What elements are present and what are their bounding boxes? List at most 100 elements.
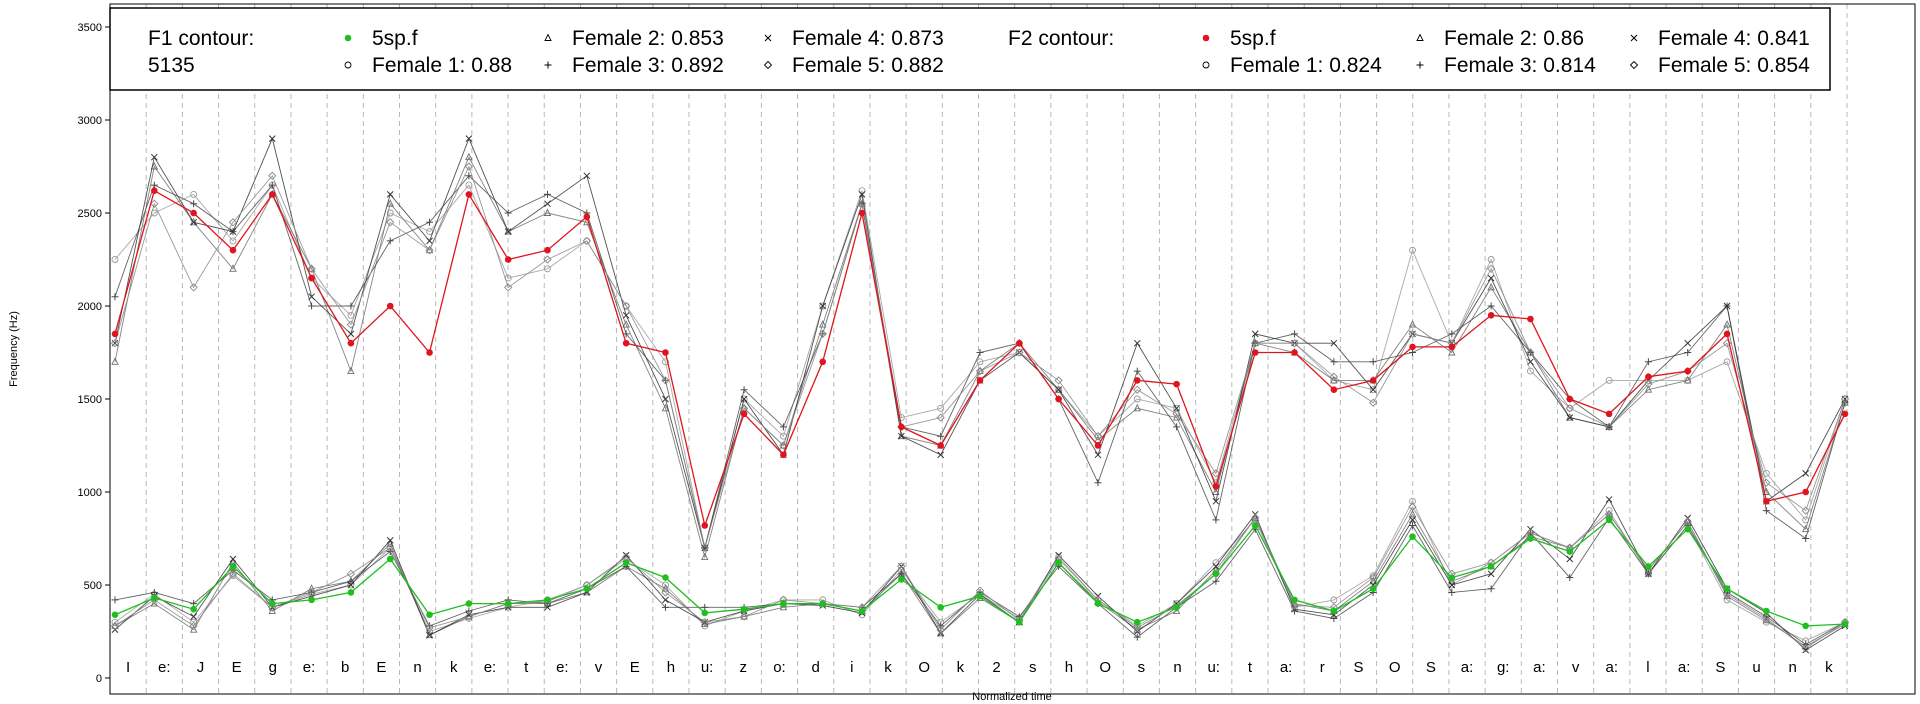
data-point (1487, 563, 1495, 570)
data-point (386, 209, 394, 217)
legend-f2-entry: Female 5: 0.854 (1629, 54, 1810, 77)
data-point (936, 413, 945, 422)
data-point (1644, 385, 1653, 393)
y-tick-label: 2000 (78, 301, 102, 313)
legend-f1-entry: Female 4: 0.873 (764, 27, 944, 50)
data-point (661, 403, 670, 412)
data-point (858, 191, 866, 198)
data-point (1251, 522, 1259, 529)
data-point (1212, 487, 1220, 495)
data-point (386, 537, 394, 544)
data-point (111, 330, 119, 338)
data-point (976, 349, 984, 356)
data-point (1212, 563, 1220, 570)
legend-f1-entry: 5sp.f (344, 27, 418, 50)
series-female-5-f2 (110, 162, 1850, 552)
data-point (1202, 34, 1210, 42)
data-point (818, 320, 827, 328)
data-point (347, 577, 355, 585)
data-point (661, 588, 670, 597)
data-point (976, 592, 984, 600)
data-point (898, 576, 905, 583)
data-point (937, 604, 944, 611)
data-point (189, 625, 198, 633)
data-point (1330, 375, 1338, 384)
series-line (114, 505, 1846, 649)
data-point (464, 612, 474, 621)
data-point (190, 190, 198, 198)
segment-label: g (269, 659, 277, 676)
data-point (622, 551, 630, 559)
data-point (504, 209, 512, 217)
data-point (1684, 367, 1692, 375)
data-point (740, 386, 748, 394)
data-point (937, 451, 945, 459)
data-point (857, 199, 867, 208)
data-point (622, 311, 630, 319)
data-point (1408, 509, 1417, 518)
segment-label: a: (1280, 659, 1293, 676)
legend-f2-entry-label: 5sp.f (1230, 27, 1276, 50)
data-point (426, 218, 434, 226)
data-point (268, 181, 276, 189)
legend-f2-entry: Female 3: 0.814 (1416, 54, 1596, 77)
legend-f1-entry-label: Female 1: 0.88 (372, 54, 512, 77)
y-tick-label: 1500 (78, 394, 102, 406)
data-point (189, 621, 198, 631)
data-point (621, 301, 631, 311)
data-point (1487, 570, 1495, 578)
data-point (897, 562, 906, 571)
data-point (937, 432, 945, 440)
data-point (1801, 506, 1810, 515)
data-point (1094, 442, 1102, 449)
data-point (1802, 646, 1810, 654)
data-point (190, 605, 197, 613)
legend-f2-entry-label: Female 4: 0.841 (1658, 27, 1810, 50)
segment-label: 2 (992, 659, 1000, 676)
data-point (739, 612, 749, 621)
segment-label: u: (1207, 659, 1220, 676)
data-point (1763, 607, 1770, 615)
data-point (111, 596, 119, 604)
data-point (662, 596, 669, 604)
data-point (858, 607, 866, 615)
data-point (1723, 596, 1731, 604)
data-point (347, 366, 355, 375)
segment-label: l (1646, 659, 1649, 676)
segment-label: n (1173, 659, 1181, 676)
data-point (190, 218, 197, 226)
x-axis-title: Normalized time (972, 691, 1051, 703)
data-point (701, 522, 709, 529)
data-point (1173, 423, 1181, 431)
segment-label: v (595, 659, 603, 676)
data-point (1291, 596, 1298, 604)
y-axis: 0 500 1000 1500 2000 2500 3000 3500 (78, 22, 110, 685)
series-5sp-f-f1 (111, 516, 1849, 630)
segment-label: g: (1497, 659, 1510, 676)
data-point (1251, 330, 1259, 338)
data-point (151, 187, 158, 194)
data-point (1629, 60, 1639, 70)
legend-f1-subtitle: 5135 (148, 54, 195, 77)
data-point (1133, 339, 1141, 347)
data-point (464, 162, 474, 171)
data-point (229, 237, 237, 245)
y-tick-label: 0 (96, 673, 102, 685)
data-point (465, 172, 473, 180)
data-point (1290, 601, 1299, 610)
data-point (1016, 618, 1023, 626)
data-point (1172, 409, 1181, 419)
segment-label: k (884, 659, 892, 676)
data-point (229, 563, 237, 570)
data-point (1291, 330, 1299, 338)
data-point (779, 440, 788, 449)
data-point (1448, 581, 1456, 589)
segment-label: t (1248, 659, 1253, 676)
data-point (1409, 516, 1416, 524)
data-point (1054, 385, 1063, 393)
segment-label: e: (158, 659, 171, 676)
data-point (347, 311, 355, 319)
data-point (622, 559, 630, 566)
data-point (1251, 349, 1259, 356)
data-point (662, 574, 669, 581)
